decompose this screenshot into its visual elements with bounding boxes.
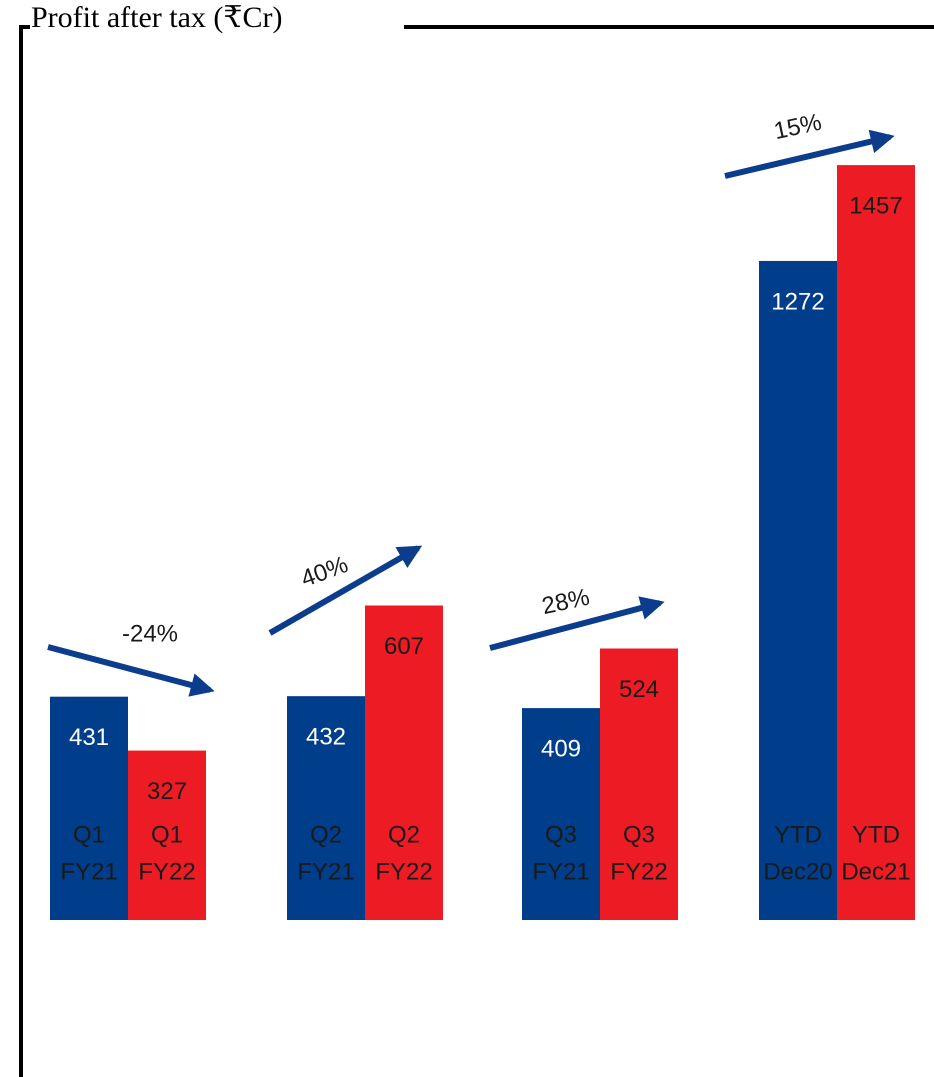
value-label: 1272 [771, 288, 824, 315]
x-tick-label: FY21 [297, 858, 354, 885]
bar [522, 708, 600, 920]
bar [287, 696, 365, 920]
value-label: 1457 [849, 192, 902, 219]
trend-arrow [724, 129, 895, 179]
chart-title: Profit after tax (₹Cr) [31, 1, 283, 34]
value-label: 327 [147, 778, 187, 805]
annotation: 15% [771, 109, 824, 145]
x-tick-label: FY22 [138, 858, 195, 885]
x-tick-label: FY21 [532, 858, 589, 885]
bar [759, 260, 837, 920]
value-label: 524 [619, 676, 659, 703]
annotation: 28% [539, 584, 592, 620]
annotation: -24% [122, 620, 178, 647]
x-tick-label: Q2 [310, 821, 342, 848]
value-label: 432 [306, 724, 346, 751]
x-tick-label: YTD [774, 821, 822, 848]
x-tick-label: FY21 [60, 858, 117, 885]
value-label: 607 [384, 633, 424, 660]
x-tick-label: Q3 [545, 821, 577, 848]
x-tick-label: Dec20 [763, 858, 832, 885]
x-tick-label: Q2 [388, 821, 420, 848]
bar [600, 648, 678, 920]
x-tick-label: YTD [852, 821, 900, 848]
trend-arrow [489, 596, 665, 651]
value-label: 431 [69, 724, 109, 751]
x-tick-label: Q3 [623, 821, 655, 848]
x-tick-label: Q1 [151, 821, 183, 848]
bar [365, 605, 443, 920]
bar [50, 696, 128, 920]
x-tick-label: Dec21 [841, 858, 910, 885]
value-label: 409 [541, 735, 581, 762]
frame [19, 25, 934, 1077]
x-tick-label: FY22 [610, 858, 667, 885]
x-tick-label: Q1 [73, 821, 105, 848]
trend-arrow [47, 644, 215, 697]
x-tick-label: FY22 [375, 858, 432, 885]
bar [128, 750, 206, 920]
bar [837, 165, 915, 921]
annotation: 40% [297, 551, 351, 593]
trend-arrow [268, 545, 423, 636]
